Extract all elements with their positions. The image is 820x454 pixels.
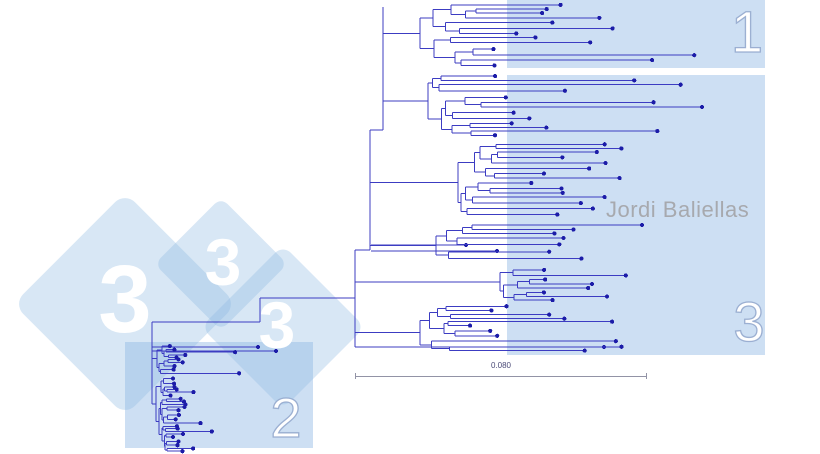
highlight-region-1 (507, 0, 765, 68)
cluster-label-1: 1 (730, 0, 764, 65)
scale-bar-tick (646, 373, 647, 379)
scale-bar: 0.080 (355, 360, 647, 380)
cluster-label-2: 2 (270, 386, 302, 449)
logo-digit-3: 3 (258, 288, 296, 362)
scale-bar-tick (355, 373, 356, 379)
scale-bar-label: 0.080 (490, 361, 512, 370)
cluster-label-3: 3 (733, 290, 765, 353)
logo-digit-3: 3 (98, 246, 152, 353)
author-watermark: Jordi Baliellas (606, 197, 750, 222)
scale-bar-line (355, 376, 647, 377)
logo-digit-3: 3 (204, 225, 242, 299)
